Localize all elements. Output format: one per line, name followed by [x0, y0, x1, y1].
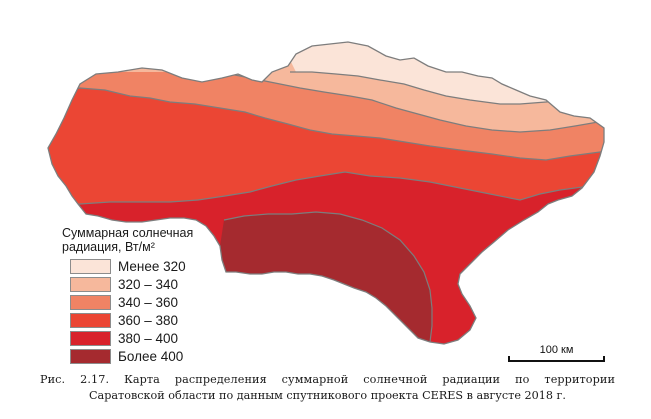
- scale-bar-line: [508, 356, 605, 362]
- zone-boundary-line: [59, 171, 591, 207]
- legend-label: 340 – 360: [118, 294, 179, 310]
- legend-swatch: [70, 276, 111, 292]
- zone-boundaries: [48, 71, 604, 343]
- caption-line2: Саратовской области по данным спутниково…: [89, 389, 566, 402]
- legend-swatch: [70, 348, 111, 364]
- legend-item: 320 – 340: [60, 275, 220, 293]
- legend-item: 380 – 400: [60, 329, 220, 347]
- radiation-map: [47, 41, 605, 345]
- legend-title-line2: радиация, Вт/м²: [62, 240, 155, 254]
- legend-swatch: [70, 258, 111, 274]
- legend-label: Более 400: [118, 348, 184, 364]
- caption-line1: Рис. 2.17. Карта распределения суммарной…: [40, 373, 615, 386]
- legend-label: 380 – 400: [118, 330, 179, 346]
- zone-boundary-line: [48, 87, 604, 161]
- scale-bar: 100 км: [508, 344, 606, 362]
- scale-label: 100 км: [539, 344, 574, 356]
- legend-label: Менее 320: [118, 258, 186, 274]
- legend-swatch: [70, 294, 111, 310]
- legend-item: Менее 320: [60, 257, 220, 275]
- legend-item: 360 – 380: [60, 311, 220, 329]
- legend-swatch: [70, 312, 111, 328]
- zone-boundary-line: [290, 71, 604, 105]
- legend-item: 340 – 360: [60, 293, 220, 311]
- map-legend: Суммарная солнечная радиация, Вт/м² Мене…: [60, 226, 220, 365]
- legend-label: 360 – 380: [118, 312, 179, 328]
- legend-label: 320 – 340: [118, 276, 179, 292]
- legend-swatch: [70, 330, 111, 346]
- legend-item: Более 400: [60, 347, 220, 365]
- legend-items: Менее 320 320 – 340 340 – 360 360 – 380 …: [60, 257, 220, 365]
- zone-boundary-line: [219, 71, 604, 133]
- figure-caption: Рис. 2.17. Карта распределения суммарной…: [40, 372, 615, 404]
- legend-title-line1: Суммарная солнечная: [62, 226, 194, 240]
- legend-title: Суммарная солнечная радиация, Вт/м²: [62, 226, 220, 254]
- zone-boundary-line: [223, 211, 433, 343]
